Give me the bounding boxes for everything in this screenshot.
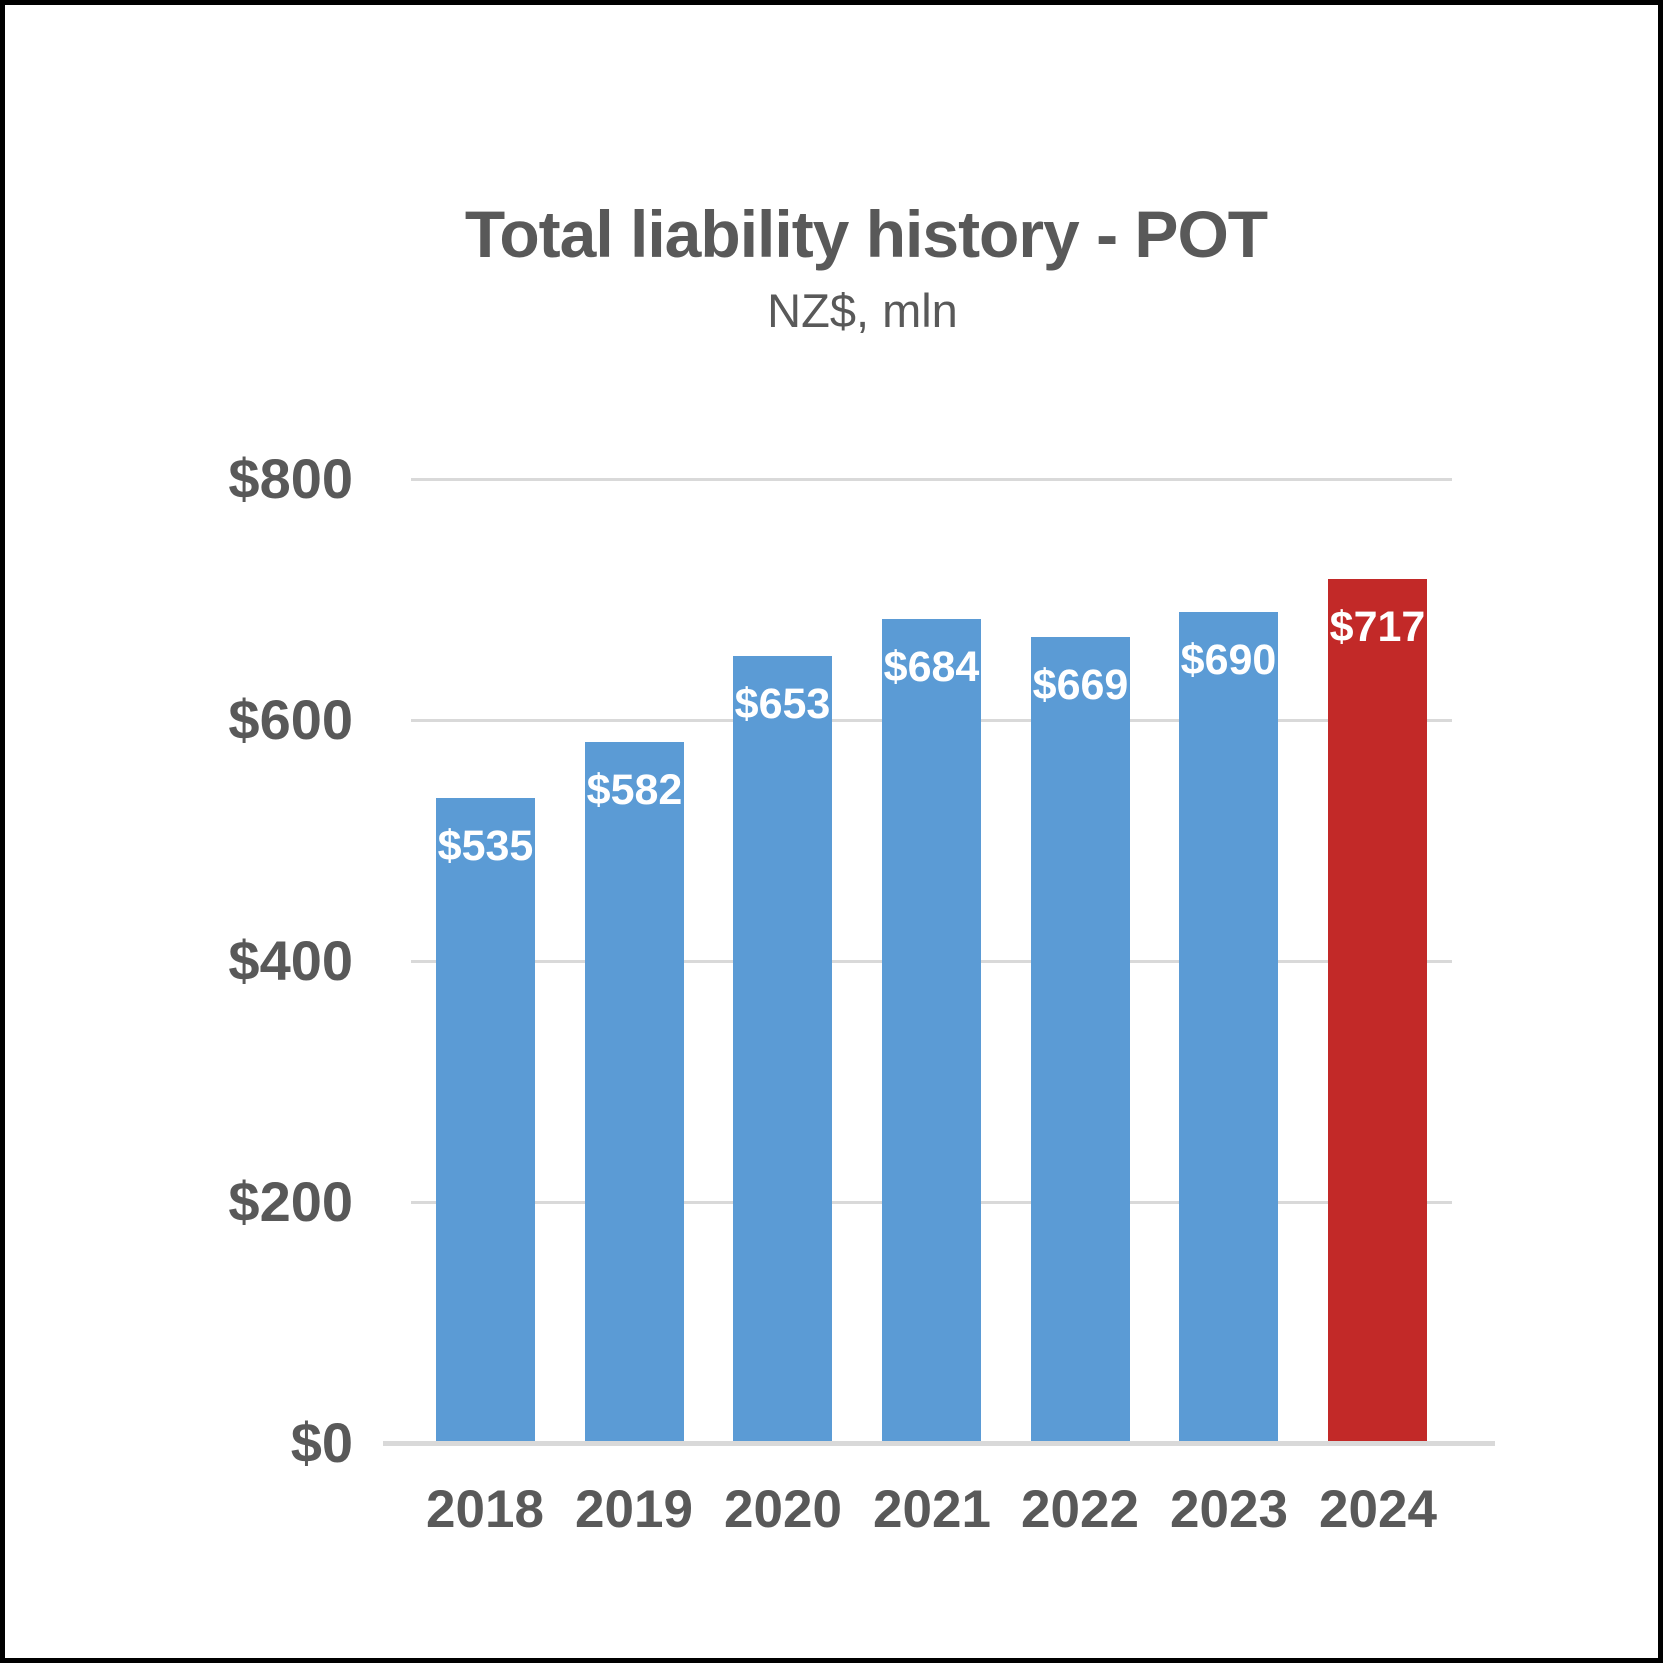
bar-2022: $669 [1031,637,1130,1443]
x-tick-label-2019: 2019 [575,1480,693,1539]
x-tick-label-2024: 2024 [1319,1480,1437,1539]
y-tick-label-$0: $0 [290,1411,353,1474]
chart-title: Total liability history - POT [464,197,1268,271]
bar-2021: $684 [882,619,981,1443]
bar-2024: $717 [1328,579,1427,1443]
bar-value-label-2021: $684 [883,643,980,691]
bar-value-label-2019: $582 [586,766,683,814]
bar-2023: $690 [1179,612,1278,1443]
bar-value-label-2018: $535 [437,822,534,870]
y-tick-label-$800: $800 [228,447,353,510]
x-tick-label-2022: 2022 [1021,1480,1139,1539]
bar-2020: $653 [733,656,832,1443]
gridline-$800 [411,478,1452,481]
bar-value-label-2024: $717 [1329,603,1426,651]
y-tick-label-$400: $400 [228,929,353,992]
bar-value-label-2022: $669 [1032,661,1129,709]
x-tick-label-2021: 2021 [873,1480,991,1539]
x-tick-label-2020: 2020 [724,1480,842,1539]
chart-subtitle: NZ$, mln [767,284,958,337]
bar-2019: $582 [585,742,684,1443]
x-tick-label-2018: 2018 [426,1480,544,1539]
x-axis-line [383,1441,1495,1446]
y-tick-label-$200: $200 [228,1170,353,1233]
bar-value-label-2020: $653 [734,680,831,728]
x-tick-label-2023: 2023 [1170,1480,1288,1539]
y-tick-label-$600: $600 [228,688,353,751]
bar-2018: $535 [436,798,535,1443]
bar-value-label-2023: $690 [1180,636,1277,684]
